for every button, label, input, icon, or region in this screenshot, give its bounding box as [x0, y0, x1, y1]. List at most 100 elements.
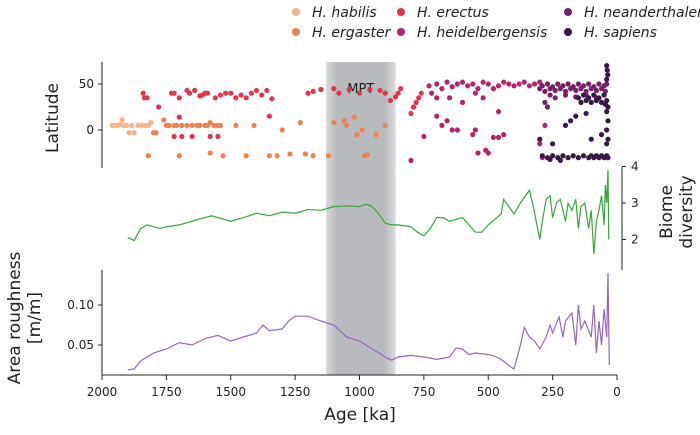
scatter-point [434, 81, 440, 87]
scatter-point [367, 86, 373, 93]
scatter-point [248, 90, 254, 96]
scatter-point [145, 153, 151, 159]
scatter-point [605, 136, 611, 142]
scatter-point [604, 67, 610, 73]
scatter-point [153, 130, 159, 136]
area-roughness-panel: 0.05 0.10 2000 1750 1500 1250 1000 750 500 250 0 [67, 270, 621, 399]
scatter-point [174, 122, 180, 128]
scatter-point [176, 114, 182, 120]
scatter-point [310, 88, 316, 94]
scatter-point [605, 72, 611, 78]
legend-label: H. neanderthalensis [584, 5, 700, 21]
scatter-point [604, 127, 610, 133]
scatter-point [537, 136, 543, 142]
scatter-point [238, 92, 244, 98]
scatter-point [573, 87, 579, 94]
scatter-point [344, 122, 350, 128]
scatter-point [550, 141, 556, 147]
scatter-point [356, 90, 363, 96]
scatter-point [465, 83, 471, 89]
scatter-point [434, 95, 440, 101]
scatter-point [596, 95, 602, 101]
scatter-point [269, 96, 275, 102]
scatter-point [596, 81, 602, 87]
scatter-point [539, 153, 545, 159]
scatter-point [408, 157, 414, 163]
mpt-label: MPT [347, 82, 374, 97]
y-tick-label: 0.05 [67, 338, 94, 352]
scatter-point [604, 76, 610, 82]
scatter-point [176, 95, 182, 101]
scatter-point [447, 95, 453, 101]
x-tick-label: 2000 [87, 385, 118, 399]
scatter-point [410, 104, 417, 110]
scatter-point [279, 127, 285, 133]
legend-label: H. ergaster [312, 25, 392, 41]
scatter-point [395, 90, 401, 96]
scatter-point [171, 90, 177, 96]
scatter-point [562, 92, 569, 98]
scatter-point [521, 79, 527, 85]
scatter-point [544, 81, 551, 87]
scatter-point [550, 84, 556, 90]
scatter-point [604, 109, 610, 115]
scatter-point [605, 155, 611, 161]
scatter-point [562, 88, 569, 94]
scatter-point [373, 132, 379, 138]
scatter-point [547, 92, 553, 98]
scatter-point [552, 87, 558, 94]
scatter-point [204, 90, 211, 96]
y-tick-label: 4 [631, 160, 639, 174]
scatter-point [336, 90, 342, 96]
scatter-point [542, 99, 548, 105]
scatter-point [207, 120, 213, 126]
scatter-point [176, 153, 182, 159]
scatter-point [377, 87, 383, 94]
x-axis-label: Age [ka] [324, 405, 396, 425]
scatter-point [392, 94, 399, 100]
scatter-point [387, 97, 393, 104]
legend: H. habilis H. ergaster H. erectus H. heidel… [292, 5, 700, 41]
scatter-point [119, 117, 125, 123]
scatter-point [470, 132, 476, 138]
x-tick-label: 1750 [151, 385, 182, 399]
scatter-point [212, 95, 218, 101]
scatter-point [266, 153, 272, 159]
scatter-point [189, 133, 195, 140]
scatter-point [264, 87, 270, 94]
scatter-point [184, 122, 190, 128]
scatter-point [542, 88, 548, 94]
scatter-point [495, 109, 502, 115]
scatter-point [604, 63, 610, 69]
scatter-point [544, 104, 551, 110]
scatter-point [601, 92, 607, 98]
scatter-point [565, 155, 571, 161]
scatter-point [550, 153, 556, 159]
legend-marker [397, 8, 405, 16]
scatter-point [449, 127, 455, 133]
biome-diversity-panel: 2 3 4 [127, 160, 639, 270]
scatter-point [359, 127, 365, 133]
legend-label: H. sapiens [584, 25, 657, 41]
scatter-point [516, 81, 522, 87]
scatter-point [459, 99, 466, 105]
scatter-point [179, 133, 185, 140]
mpt-shaded-region [326, 62, 396, 375]
scatter-point [565, 81, 571, 87]
scatter-point [310, 153, 316, 159]
y-tick-label: 50 [79, 77, 94, 91]
scatter-point [233, 95, 239, 101]
scatter-point [604, 81, 610, 87]
scatter-point [570, 84, 576, 90]
scatter-point [243, 95, 249, 101]
latitude-axis-label: Latitude [43, 83, 63, 153]
scatter-point [398, 86, 404, 92]
scatter-point [604, 141, 610, 147]
scatter-point [211, 122, 217, 128]
scatter-point [593, 87, 600, 94]
scatter-point [562, 122, 569, 128]
scatter-point [144, 95, 150, 101]
scatter-point [429, 90, 435, 96]
x-tick-label: 250 [541, 385, 564, 399]
biome-axis-label: Biomediversity [657, 175, 697, 248]
